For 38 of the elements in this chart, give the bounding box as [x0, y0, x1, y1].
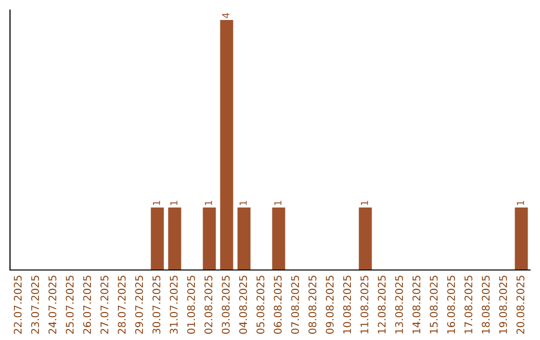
- x-tick-label: 01.08.2025: [187, 276, 196, 334]
- x-tick-label: 03.08.2025: [222, 276, 230, 334]
- x-tick-label: 26.07.2025: [83, 276, 92, 334]
- x-tick-label: 27.07.2025: [100, 276, 108, 334]
- data-label: 1: [170, 200, 178, 206]
- x-tick-label: 09.08.2025: [326, 276, 334, 334]
- x-tick-label: 31.07.2025: [170, 276, 178, 334]
- x-tick-label: 23.07.2025: [31, 276, 40, 334]
- x-tick-label: 19.08.2025: [499, 276, 508, 334]
- data-label: 1: [360, 200, 368, 206]
- data-label: 1: [152, 200, 160, 206]
- x-tick-label: 18.08.2025: [482, 276, 490, 334]
- x-tick-label: 12.08.2025: [378, 276, 386, 334]
- x-tick-label: 13.08.2025: [395, 276, 404, 334]
- data-label: 1: [516, 200, 524, 206]
- data-label: 1: [240, 200, 247, 206]
- x-tick-label: 04.08.2025: [239, 276, 248, 334]
- x-tick-label: 05.08.2025: [256, 276, 264, 334]
- data-label: 4: [222, 12, 230, 18]
- x-tick-label: 07.08.2025: [291, 276, 300, 334]
- x-tick-label: 25.07.2025: [66, 276, 74, 334]
- x-tick-label: 10.08.2025: [343, 276, 352, 334]
- x-tick-label: 29.07.2025: [135, 276, 144, 334]
- x-tick-label: 06.08.2025: [274, 276, 282, 334]
- x-tick-label: 28.07.2025: [118, 276, 126, 334]
- x-tick-label: 15.08.2025: [430, 276, 438, 334]
- x-tick-label: 20.08.2025: [516, 276, 524, 334]
- x-tick-label: 24.07.2025: [48, 276, 56, 334]
- x-tick-label: 08.08.2025: [308, 276, 316, 334]
- x-tick-label: 14.08.2025: [412, 276, 420, 334]
- x-tick-label: 17.08.2025: [464, 276, 472, 334]
- x-tick-label: 30.07.2025: [152, 276, 160, 334]
- data-label: 1: [204, 200, 212, 206]
- x-tick-label: 22.07.2025: [14, 276, 22, 334]
- x-tick-label: 16.08.2025: [447, 276, 456, 334]
- x-tick-label: 02.08.2025: [204, 276, 212, 334]
- x-tick-label: 11.08.2025: [360, 276, 368, 334]
- data-label: 1: [274, 200, 282, 206]
